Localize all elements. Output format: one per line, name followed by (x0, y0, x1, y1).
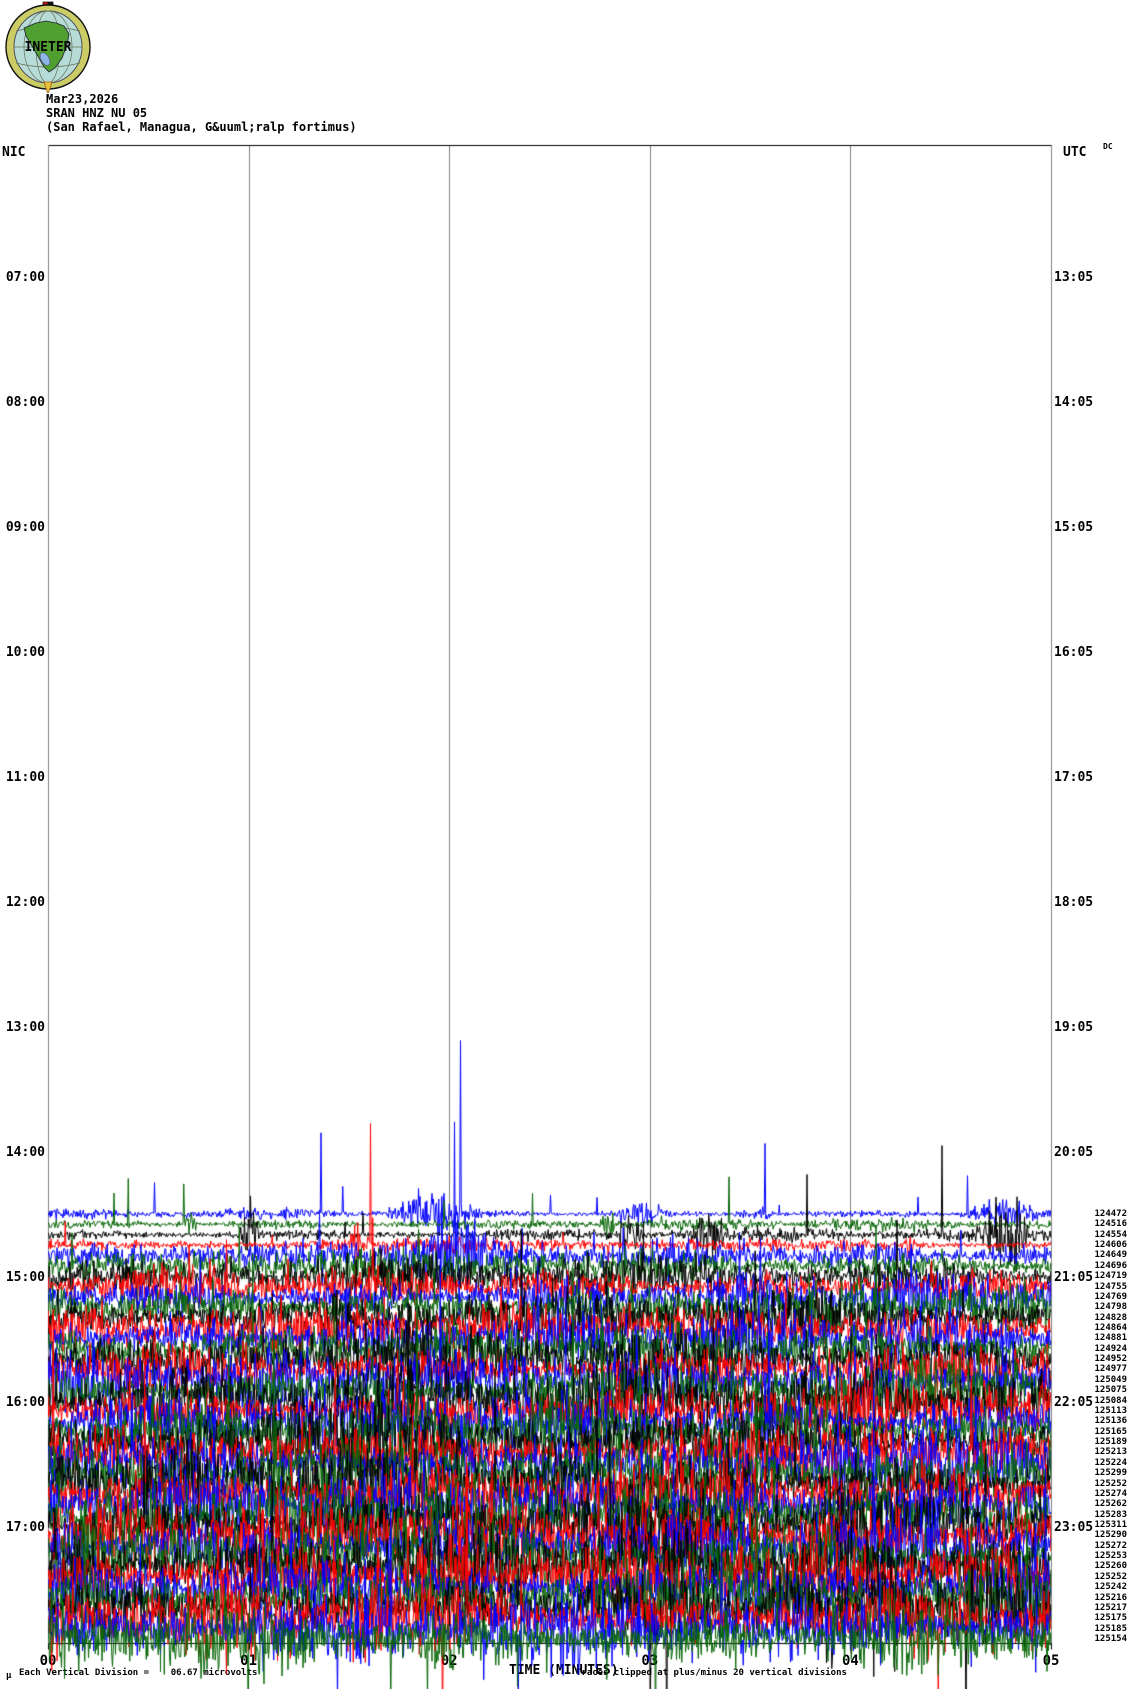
right-axis-tick: 13:05 (1054, 270, 1094, 285)
dc-value: 125165 (1094, 1426, 1127, 1437)
dc-value: 125185 (1094, 1623, 1127, 1634)
dc-value: 125283 (1094, 1509, 1127, 1520)
dc-value: 124554 (1094, 1229, 1127, 1240)
dc-value: 125224 (1094, 1457, 1127, 1468)
right-axis-tick: 19:05 (1054, 1020, 1094, 1035)
right-axis-tick: 20:05 (1054, 1145, 1094, 1160)
dc-value: 125274 (1094, 1488, 1127, 1499)
dc-value: 125290 (1094, 1530, 1127, 1541)
left-timezone-label: NIC (2, 145, 26, 160)
right-axis-tick: 15:05 (1054, 520, 1094, 535)
dc-value: 125260 (1094, 1561, 1127, 1572)
dc-value: 125299 (1094, 1468, 1127, 1479)
left-axis-tick: 09:00 (5, 520, 45, 535)
dc-value: 125252 (1094, 1571, 1127, 1582)
dc-value: 125311 (1094, 1519, 1127, 1530)
dc-value: 125175 (1094, 1613, 1127, 1624)
right-axis-tick: 22:05 (1054, 1395, 1094, 1410)
left-axis-tick: 10:00 (5, 645, 45, 660)
dc-value: 125217 (1094, 1602, 1127, 1613)
dc-value: 124472 (1094, 1209, 1127, 1219)
dc-value: 125154 (1094, 1634, 1127, 1644)
right-axis-tick: 16:05 (1054, 645, 1094, 660)
left-axis-tick: 17:00 (5, 1520, 45, 1535)
dc-value: 124881 (1094, 1333, 1127, 1344)
left-axis-tick: 07:00 (5, 270, 45, 285)
dc-value: 125252 (1094, 1478, 1127, 1489)
dc-value: 124649 (1094, 1250, 1127, 1261)
dc-value: 124924 (1094, 1343, 1127, 1354)
right-axis-tick: 17:05 (1054, 770, 1094, 785)
dc-value: 125113 (1094, 1405, 1127, 1416)
dc-value: 124755 (1094, 1281, 1127, 1292)
right-axis-tick: 23:05 (1054, 1520, 1094, 1535)
dc-value: 125084 (1094, 1395, 1127, 1406)
left-axis-tick: 08:00 (5, 395, 45, 410)
right-timezone-label: UTC (1063, 145, 1087, 160)
dc-value: 124952 (1094, 1354, 1127, 1365)
dc-value: 125075 (1094, 1385, 1127, 1396)
dc-value: 124977 (1094, 1364, 1127, 1375)
dc-value: 124798 (1094, 1302, 1127, 1313)
dc-value: 125272 (1094, 1540, 1127, 1551)
right-axis-tick: 21:05 (1054, 1270, 1094, 1285)
left-axis-tick: 13:00 (5, 1020, 45, 1035)
left-axis-tick: 15:00 (5, 1270, 45, 1285)
dc-value: 125189 (1094, 1437, 1127, 1448)
dc-value: 125262 (1094, 1499, 1127, 1510)
dc-value: 125242 (1094, 1582, 1127, 1593)
right-axis-tick: 18:05 (1054, 895, 1094, 910)
dc-value: 125213 (1094, 1447, 1127, 1458)
right-axis-tick: 14:05 (1054, 395, 1094, 410)
dc-value: 124606 (1094, 1240, 1127, 1251)
dc-value: 124719 (1094, 1271, 1127, 1282)
dc-value: 125049 (1094, 1374, 1127, 1385)
dc-value: 125136 (1094, 1416, 1127, 1427)
dc-value: 124769 (1094, 1291, 1127, 1302)
left-axis-tick: 11:00 (5, 770, 45, 785)
dc-column-label: DC (1103, 142, 1113, 151)
dc-value: 124864 (1094, 1323, 1127, 1334)
dc-value: 124696 (1094, 1260, 1127, 1271)
dc-value: 124828 (1094, 1312, 1127, 1323)
dc-value: 124516 (1094, 1219, 1127, 1230)
dc-value: 125216 (1094, 1592, 1127, 1603)
dc-value: 125253 (1094, 1551, 1127, 1562)
left-axis-tick: 14:00 (5, 1145, 45, 1160)
left-axis-tick: 16:00 (5, 1395, 45, 1410)
left-axis-tick: 12:00 (5, 895, 45, 910)
